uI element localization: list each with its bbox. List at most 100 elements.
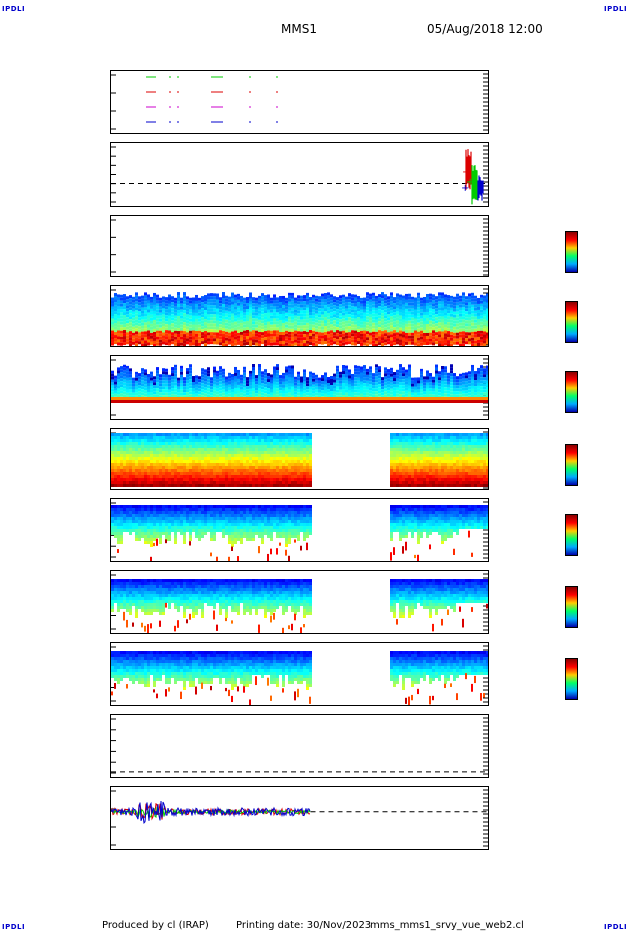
spectrogram-cell <box>282 301 285 305</box>
spectrogram-cell <box>474 374 477 378</box>
spectrogram-cell <box>438 295 441 299</box>
spectrogram-cell <box>321 311 324 315</box>
spectrogram-cell <box>441 375 444 379</box>
spectrogram-cell <box>150 478 153 481</box>
spectrogram-cell <box>459 310 462 314</box>
spectrogram-cell <box>162 460 165 463</box>
spectrogram-cell <box>198 315 201 319</box>
spectrogram-cell <box>453 296 456 300</box>
spectrogram-cell <box>300 436 303 439</box>
spectrogram-cell <box>189 309 192 313</box>
spectrogram-cell <box>141 392 144 396</box>
spectrogram-cell <box>204 466 207 469</box>
spectrogram-cell <box>132 472 135 475</box>
spectrogram-cell <box>279 331 282 335</box>
spectrogram-cell <box>258 307 261 311</box>
spectrogram-cell <box>219 381 222 385</box>
spectrogram-cell <box>474 319 477 323</box>
spectrogram-cell <box>309 442 312 445</box>
spectrogram-cell <box>252 463 255 466</box>
spectrogram-cell <box>450 391 453 395</box>
spectrogram-cell <box>297 337 300 341</box>
spectrogram-cell <box>159 312 162 316</box>
spectrogram-cell <box>126 308 129 312</box>
spectrogram-cell <box>231 385 234 389</box>
spectrogram-cell <box>447 304 450 308</box>
spectrogram-cell <box>282 454 285 457</box>
spectrogram-cell <box>219 330 222 334</box>
spectrogram-cell <box>138 379 141 383</box>
spectrogram-cell <box>162 389 165 393</box>
spectrogram-cell <box>459 382 462 386</box>
spectrogram-cell <box>261 326 264 330</box>
spectrogram-cell <box>168 448 171 451</box>
spectrogram-cell <box>465 317 468 321</box>
spectrogram-cell <box>354 342 357 346</box>
spectrogram-cell <box>477 327 480 331</box>
spectrogram-cell <box>249 298 252 302</box>
spectrogram-cell <box>228 390 231 394</box>
spectrogram-cell <box>192 339 195 343</box>
spectrogram-cell <box>150 329 153 333</box>
spectrogram-cell <box>219 469 222 472</box>
spectrogram-cell <box>162 326 165 330</box>
spectrogram-cell <box>294 300 297 304</box>
spectrogram-cell <box>270 315 273 319</box>
spectrogram-cell <box>408 466 411 469</box>
spectrogram-cell <box>327 316 330 320</box>
spectrogram-cell <box>255 297 258 301</box>
spectrogram-cell <box>300 439 303 442</box>
spectrogram-cell <box>261 478 264 481</box>
spectrogram-cell <box>168 439 171 442</box>
spectrogram-cell <box>171 484 174 487</box>
spectrogram-cell <box>402 304 405 308</box>
spectrogram-cell <box>144 313 147 317</box>
spectrogram-cell <box>240 322 243 326</box>
spectrogram-cell <box>375 364 378 368</box>
spectrogram-cell <box>378 336 381 340</box>
spectrogram-cell <box>456 323 459 327</box>
spectrogram-cell <box>246 327 249 331</box>
spectrogram-cell <box>162 314 165 318</box>
spectrogram-cell <box>309 297 312 301</box>
spectrogram-cell <box>135 371 138 375</box>
spectrogram-cell <box>291 445 294 448</box>
spectrogram-cell <box>291 301 294 305</box>
spectrogram-cell <box>189 373 192 377</box>
spectrogram-cell <box>396 329 399 333</box>
spectrogram-cell <box>171 367 174 371</box>
spectrogram-cell <box>378 309 381 313</box>
page-title: MMS1 <box>281 22 317 36</box>
spectrogram-cell <box>279 337 282 341</box>
spectrogram-cell <box>240 472 243 475</box>
spectrogram-cell <box>144 478 147 481</box>
spectrogram-cell <box>117 394 120 398</box>
spectrogram-cell <box>195 463 198 466</box>
spectrogram-cell <box>129 392 132 396</box>
spectrogram-cell <box>147 318 150 322</box>
spectrogram-cell <box>204 304 207 308</box>
spectrogram-cell <box>171 445 174 448</box>
spectrogram-cell <box>396 320 399 324</box>
spectrogram-cell <box>300 301 303 305</box>
spectrogram-cell <box>204 301 207 305</box>
spectrogram-cell <box>420 339 423 343</box>
spectrogram-cell <box>330 382 333 386</box>
spectrogram-cell <box>117 472 120 475</box>
spectrogram-cell <box>429 329 432 333</box>
spectrogram-cell <box>300 376 303 380</box>
spectrogram-cell <box>309 460 312 463</box>
spectrogram-cell <box>237 369 240 373</box>
spectrogram-cell <box>405 314 408 318</box>
spectrogram-cell <box>357 302 360 306</box>
spectrogram-cell <box>216 448 219 451</box>
spectrogram-cell <box>171 317 174 321</box>
spectrogram-cell <box>318 332 321 336</box>
spectrogram-cell <box>375 385 378 389</box>
spectrogram-cell <box>480 309 483 313</box>
spectrogram-cell <box>231 439 234 442</box>
spectrogram-cell <box>306 310 309 314</box>
spectrogram-cell <box>438 340 441 344</box>
spectrogram-cell <box>264 448 267 451</box>
spectrogram-cell <box>153 448 156 451</box>
